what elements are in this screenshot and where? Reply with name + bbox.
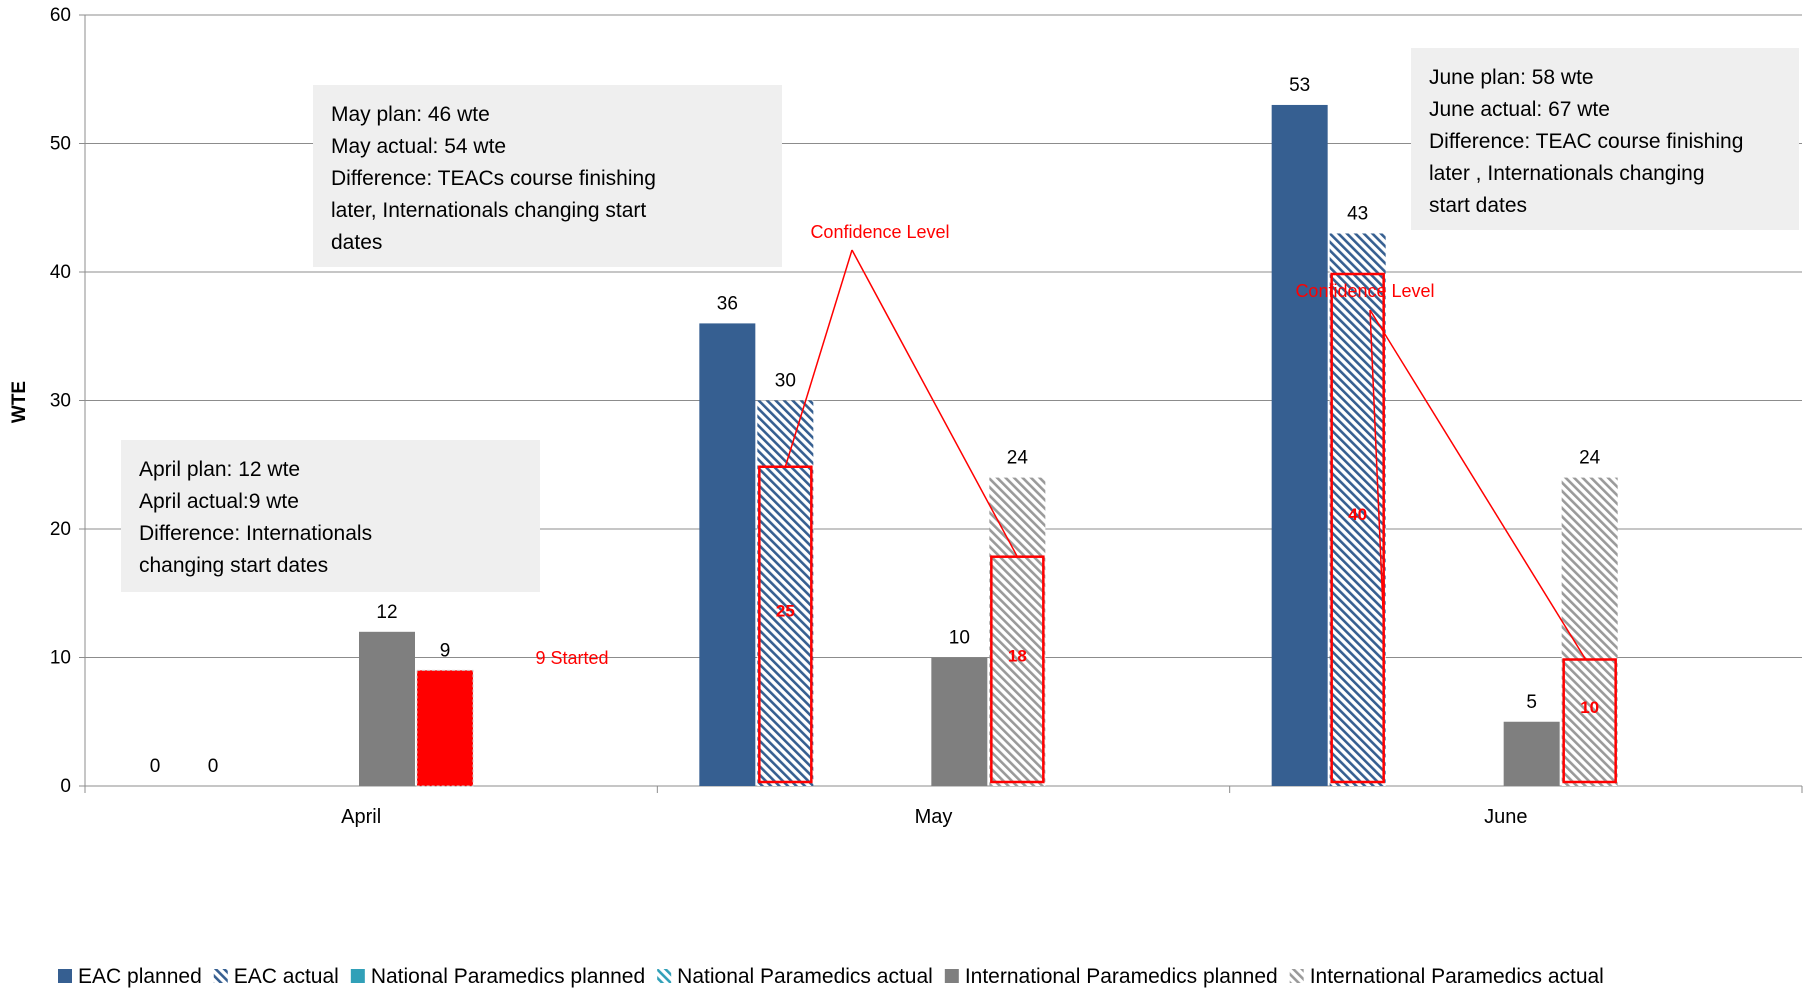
- leader-line: [784, 249, 853, 467]
- data-label: 30: [775, 371, 796, 392]
- confidence-value: 25: [776, 601, 795, 620]
- y-tick-label: 40: [50, 262, 71, 283]
- x-tick-label: April: [341, 806, 381, 828]
- april-callout-line: changing start dates: [139, 554, 328, 577]
- legend-swatch-eac_planned: [58, 969, 72, 983]
- x-tick-label: May: [915, 806, 953, 828]
- bar-eac_actual: [1329, 233, 1386, 786]
- may-callout-line: dates: [331, 231, 382, 254]
- y-tick-label: 50: [50, 134, 71, 155]
- data-label: 9: [440, 640, 451, 661]
- data-label: 5: [1526, 692, 1537, 713]
- may-callout-line: later, Internationals changing start: [331, 199, 646, 222]
- data-label: 43: [1347, 203, 1368, 224]
- bar-int_planned: [359, 631, 415, 786]
- data-label-layer: 0 36 53 0 30 43 12 10 5 9 24 24: [150, 75, 1601, 777]
- legend-label-eac_actual: EAC actual: [234, 965, 339, 988]
- confidence-value: 10: [1580, 698, 1599, 717]
- confidence-label: Confidence Level: [1295, 281, 1434, 301]
- bar-int_actual: [416, 669, 474, 787]
- y-tick-label: 30: [50, 391, 71, 412]
- bar-layer: [359, 104, 1618, 787]
- data-label: 0: [150, 756, 161, 777]
- leader-line: [1369, 309, 1587, 660]
- may-callout-line: Difference: TEACs course finishing: [331, 167, 656, 190]
- legend-swatch-int_planned: [944, 969, 959, 983]
- june-callout-line: June actual: 67 wte: [1429, 98, 1610, 121]
- bar-eac_actual: [757, 400, 814, 786]
- callout-layer: Confidence Level Confidence Level 9 Starte…: [121, 48, 1799, 668]
- data-label: 12: [376, 602, 397, 623]
- legend-swatch-nat_actual: [657, 969, 672, 983]
- bar-eac_planned: [1271, 104, 1328, 786]
- y-tick-label: 20: [50, 519, 71, 540]
- y-axis-title: WTE: [9, 381, 30, 423]
- legend-label-nat_actual: National Paramedics actual: [677, 965, 933, 988]
- may-callout-line: May actual: 54 wte: [331, 135, 506, 158]
- confidence-box: [1562, 658, 1617, 784]
- confidence-box: [1330, 272, 1385, 784]
- data-label: 36: [717, 293, 738, 314]
- april-callout-line: Difference: Internationals: [139, 522, 372, 545]
- confidence-label: Confidence Level: [810, 222, 949, 242]
- bar-eac_planned: [699, 323, 756, 786]
- may-callout-line: May plan: 46 wte: [331, 103, 490, 126]
- legend-swatch-nat_planned: [350, 969, 365, 983]
- april-callout-line: April actual:9 wte: [139, 490, 299, 513]
- leader-line: [851, 249, 1018, 558]
- legend-swatch-eac_actual: [213, 969, 228, 983]
- april-callout-line: April plan: 12 wte: [139, 458, 300, 481]
- confidence-value: 40: [1348, 505, 1367, 524]
- data-label: 53: [1289, 75, 1310, 96]
- may-callout: May plan: 46 wte May actual: 54 wte Differ…: [313, 85, 782, 267]
- legend-label-int_planned: International Paramedics planned: [965, 965, 1278, 988]
- legend-label-eac_planned: EAC planned: [78, 965, 202, 988]
- bar-int_actual: [1561, 477, 1618, 786]
- may-callout-bg: [313, 85, 782, 267]
- april-callout-bg: [121, 440, 540, 592]
- confidence-layer: 25 18 40 10: [758, 272, 1617, 784]
- y-tick-label: 60: [50, 5, 71, 26]
- leader-line: [1369, 309, 1385, 626]
- june-callout-bg: [1411, 48, 1799, 230]
- y-tick-label: 10: [50, 648, 71, 669]
- confidence-value: 18: [1008, 646, 1027, 665]
- y-tick-label: 0: [60, 776, 71, 797]
- data-label: 24: [1579, 448, 1601, 469]
- june-callout-line: later , Internationals changing: [1429, 162, 1705, 185]
- data-label: 0: [208, 756, 219, 777]
- june-callout-line: June plan: 58 wte: [1429, 66, 1594, 89]
- legend-label-int_actual: International Paramedics actual: [1310, 965, 1604, 988]
- june-callout-line: start dates: [1429, 194, 1527, 217]
- legend-swatch-int_actual: [1289, 969, 1304, 983]
- data-label: 10: [949, 628, 970, 649]
- x-tick-label: June: [1484, 806, 1527, 828]
- data-label: 24: [1007, 448, 1029, 469]
- april-callout: April plan: 12 wte April actual:9 wte Diff…: [121, 440, 540, 592]
- legend: EAC planned EAC actual National Paramedics…: [58, 965, 1604, 988]
- legend-label-nat_planned: National Paramedics planned: [371, 965, 645, 988]
- june-callout-line: Difference: TEAC course finishing: [1429, 130, 1743, 153]
- bar-int_planned: [931, 657, 988, 786]
- started-label: 9 Started: [535, 648, 608, 668]
- june-callout: June plan: 58 wte June actual: 67 wte Diff…: [1411, 48, 1799, 230]
- bar-int_planned: [1503, 721, 1560, 786]
- bar-int_actual: [989, 477, 1046, 786]
